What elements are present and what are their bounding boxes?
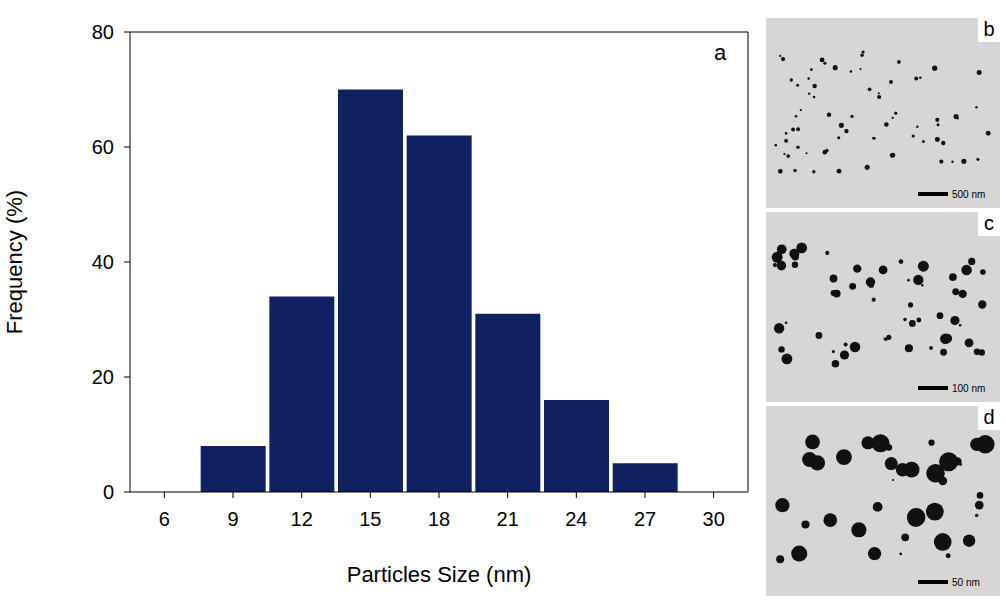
svg-text:15: 15 — [359, 508, 381, 530]
svg-text:30: 30 — [703, 508, 725, 530]
svg-text:60: 60 — [92, 136, 114, 158]
svg-text:c: c — [984, 212, 994, 234]
svg-text:21: 21 — [497, 508, 519, 530]
svg-text:27: 27 — [634, 508, 656, 530]
svg-text:0: 0 — [103, 481, 114, 503]
svg-text:40: 40 — [92, 251, 114, 273]
svg-text:20: 20 — [92, 366, 114, 388]
svg-text:9: 9 — [227, 508, 238, 530]
html-text:a: a — [714, 40, 727, 65]
svg-text:Particles Size (nm): Particles Size (nm) — [347, 562, 532, 587]
svg-text:24: 24 — [565, 508, 587, 530]
svg-text:12: 12 — [291, 508, 313, 530]
svg-text:Frequency (%): Frequency (%) — [2, 190, 27, 334]
svg-text:80: 80 — [92, 21, 114, 43]
svg-text:6: 6 — [159, 508, 170, 530]
svg-text:50 nm: 50 nm — [952, 577, 980, 588]
svg-text:b: b — [983, 18, 994, 40]
svg-text:d: d — [983, 406, 994, 428]
svg-text:18: 18 — [428, 508, 450, 530]
svg-text:500 nm: 500 nm — [952, 189, 985, 200]
svg-text:100 nm: 100 nm — [952, 383, 985, 394]
